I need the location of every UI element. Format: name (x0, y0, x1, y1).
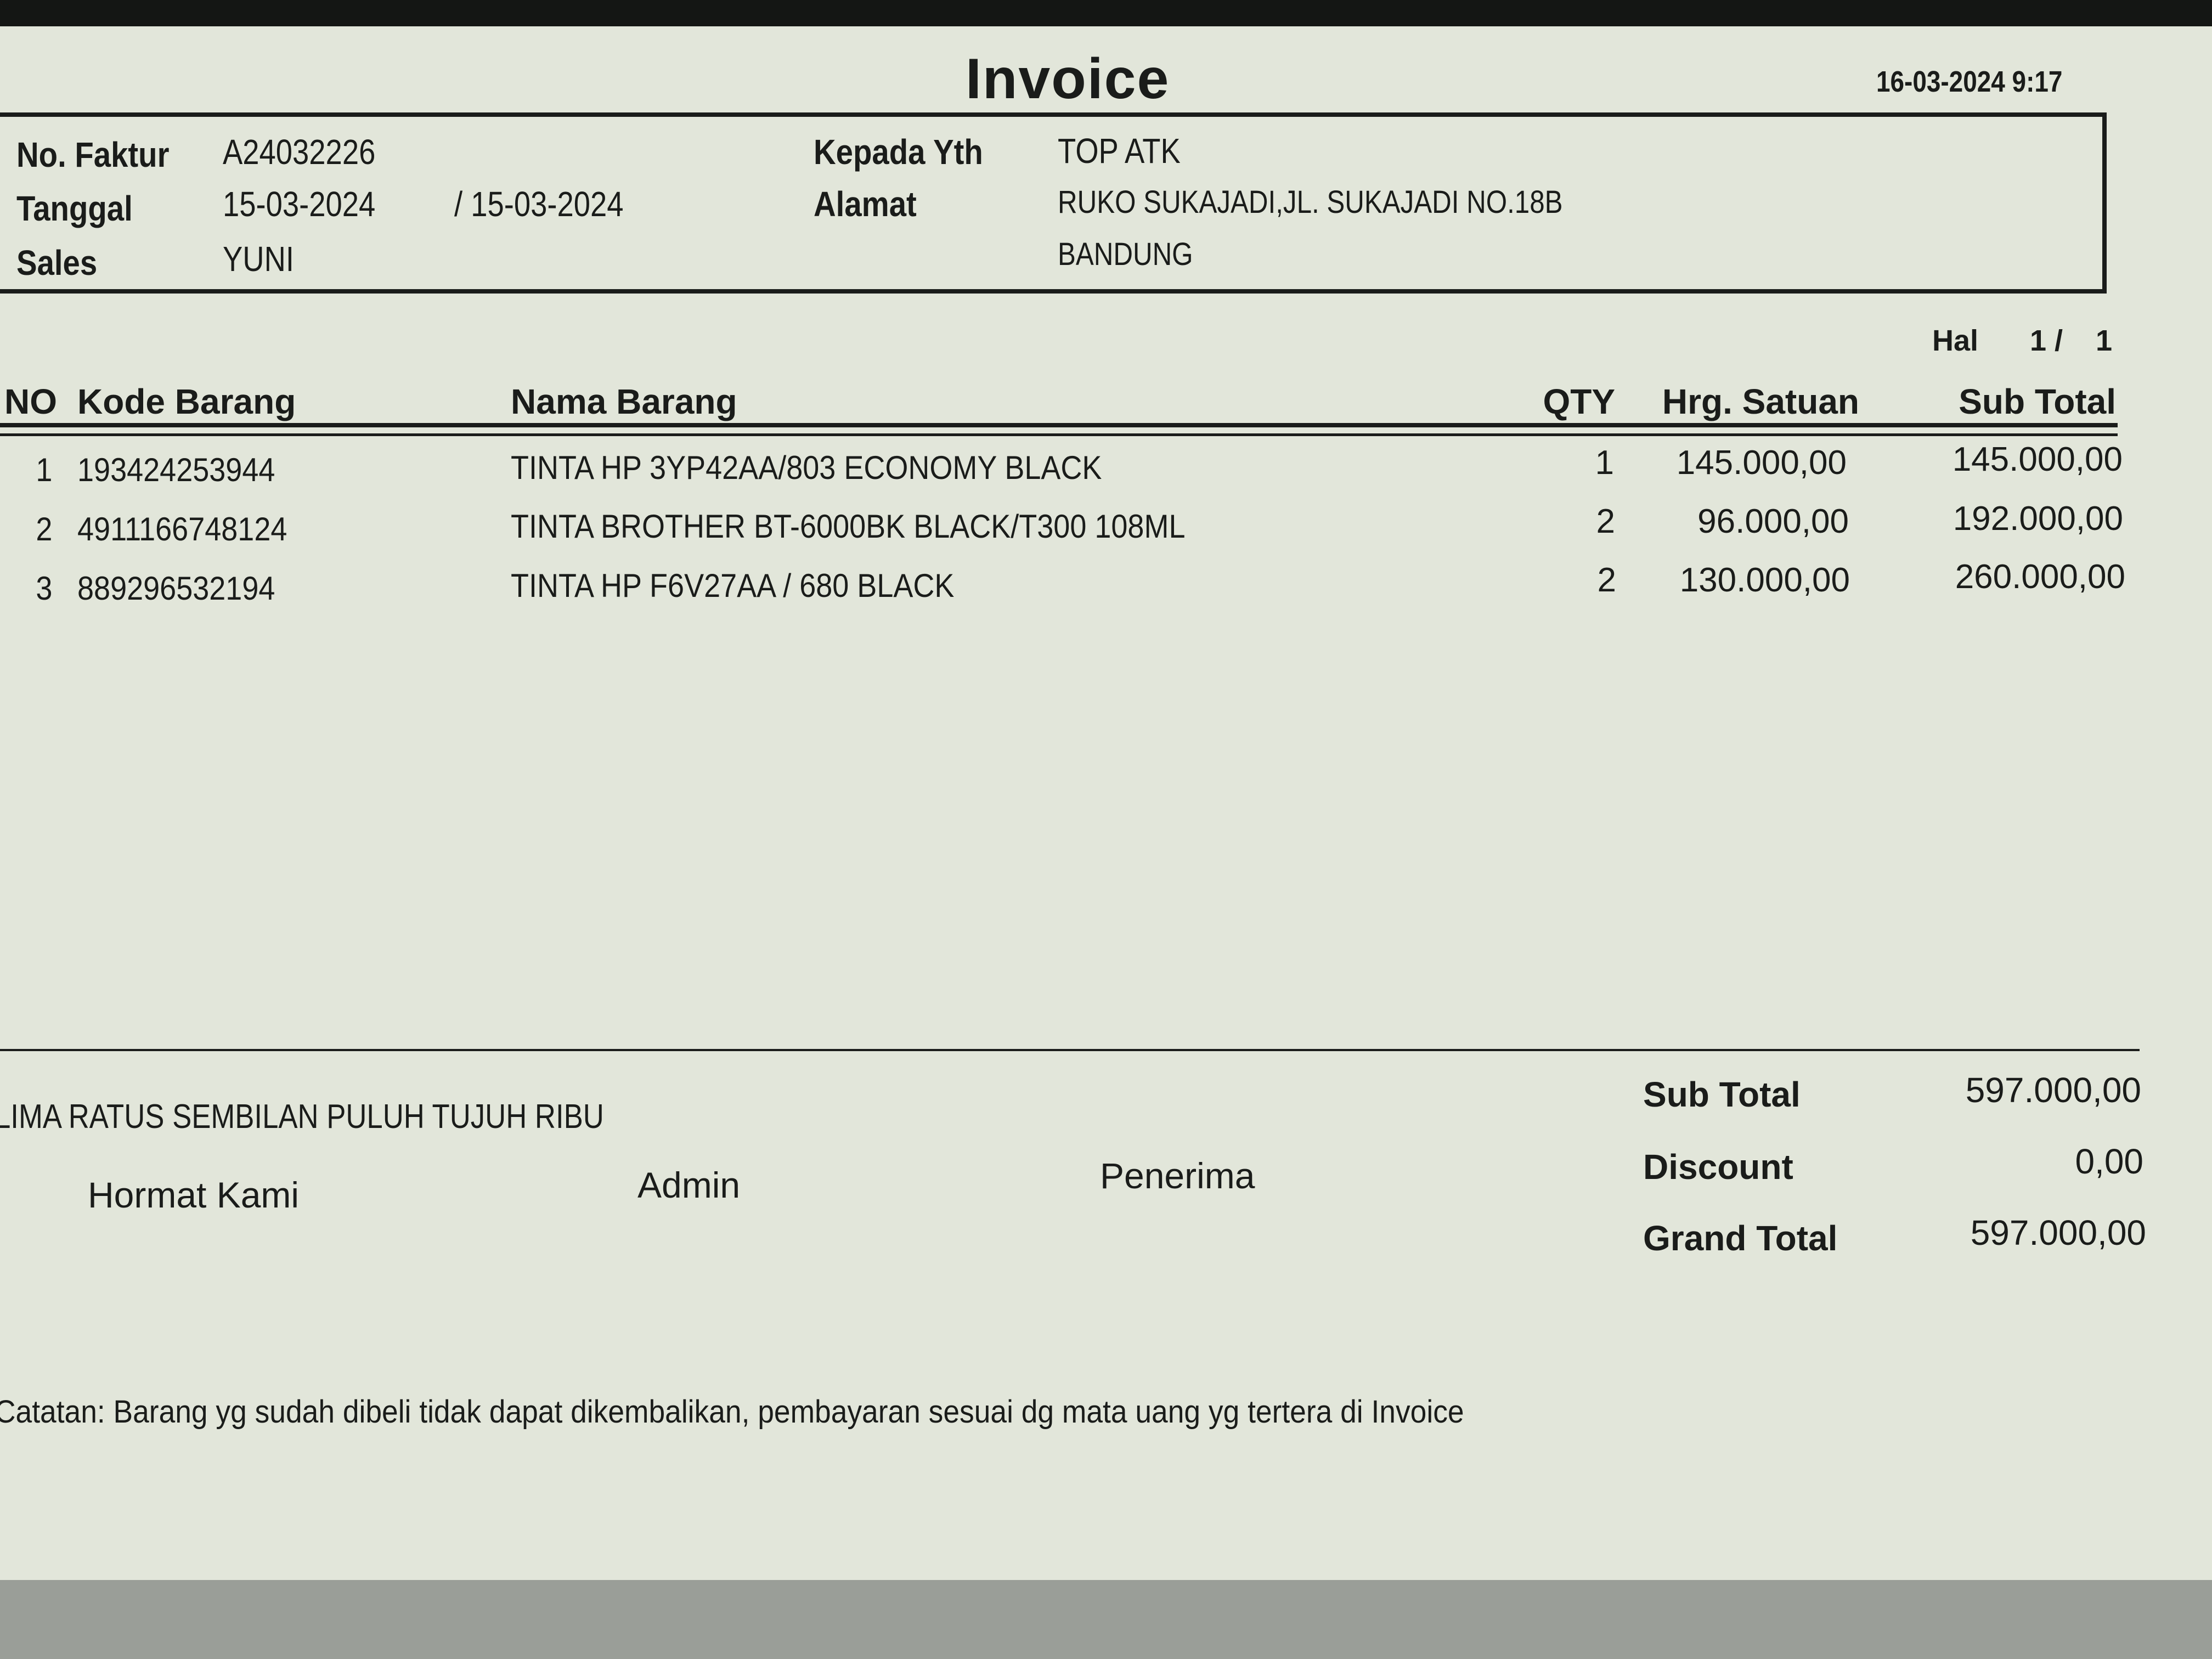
col-no: NO (4, 382, 57, 421)
printed-timestamp: 16-03-2024 9:17 (1876, 65, 2063, 98)
row-qty: 2 (1596, 503, 1615, 540)
row-no: 1 (35, 452, 52, 488)
invoice-title: Invoice (966, 47, 1170, 111)
discount-value: 0,00 (2075, 1142, 2143, 1181)
signature-penerima: Penerima (1100, 1155, 1255, 1196)
alamat-line2: BANDUNG (1058, 236, 1193, 272)
page-total: 1 (2096, 324, 2113, 357)
row-subtotal: 145.000,00 (1952, 441, 2123, 478)
row-harga: 130.000,00 (1679, 561, 1850, 599)
row-harga: 145.000,00 (1676, 444, 1847, 482)
col-sub-total: Sub Total (1959, 382, 2116, 421)
row-no: 3 (35, 570, 52, 607)
screen-bezel-bottom (0, 1580, 2212, 1659)
invoice-note: Catatan: Barang yg sudah dibeli tidak da… (0, 1394, 1464, 1430)
kepada-label: Kepada Yth (814, 132, 983, 172)
discount-label: Discount (1643, 1147, 1793, 1187)
signature-hormat-kami: Hormat Kami (88, 1175, 300, 1215)
subtotal-label: Sub Total (1643, 1075, 1801, 1114)
row-nama: TINTA BROTHER BT-6000BK BLACK/T300 108ML (511, 508, 1186, 545)
page-current: 1 / (2030, 324, 2063, 357)
tanggal-from: 15-03-2024 (223, 184, 376, 224)
row-qty: 2 (1597, 561, 1616, 599)
subtotal-value: 597.000,00 (1965, 1070, 2141, 1110)
screen-bezel-top (0, 0, 2212, 26)
signature-admin: Admin (637, 1165, 741, 1205)
row-qty: 1 (1595, 444, 1614, 482)
col-qty: QTY (1543, 382, 1615, 421)
tanggal-label: Tanggal (16, 189, 133, 228)
no-faktur-value: A24032226 (223, 132, 376, 172)
row-kode: 4911166748124 (77, 511, 287, 548)
grand-total-label: Grand Total (1643, 1218, 1838, 1258)
page-label: Hal (1932, 324, 1979, 357)
row-subtotal: 260.000,00 (1955, 558, 2125, 596)
row-kode: 193424253944 (77, 452, 275, 488)
no-faktur-label: No. Faktur (16, 135, 170, 174)
footer-rule (0, 1049, 2140, 1051)
alamat-label: Alamat (814, 184, 917, 224)
row-no: 2 (35, 511, 52, 548)
row-nama: TINTA HP 3YP42AA/803 ECONOMY BLACK (511, 449, 1102, 486)
invoice-header-box (0, 112, 2107, 294)
tanggal-to: / 15-03-2024 (454, 184, 624, 224)
row-harga: 96.000,00 (1697, 503, 1849, 540)
alamat-line1: RUKO SUKAJADI,JL. SUKAJADI NO.18B (1058, 184, 1563, 220)
row-subtotal: 192.000,00 (1953, 500, 2123, 538)
sales-value: YUNI (223, 239, 294, 279)
col-nama-barang: Nama Barang (511, 382, 737, 421)
amount-in-words: LIMA RATUS SEMBILAN PULUH TUJUH RIBU (0, 1098, 604, 1136)
col-harga-satuan: Hrg. Satuan (1662, 382, 1859, 421)
sales-label: Sales (16, 243, 98, 283)
header-rule-bottom (0, 433, 2118, 436)
row-nama: TINTA HP F6V27AA / 680 BLACK (511, 567, 955, 604)
header-rule-top (0, 423, 2118, 427)
col-kode-barang: Kode Barang (77, 382, 296, 421)
kepada-value: TOP ATK (1058, 131, 1181, 171)
grand-total-value: 597.000,00 (1970, 1213, 2146, 1252)
row-kode: 889296532194 (77, 570, 275, 607)
